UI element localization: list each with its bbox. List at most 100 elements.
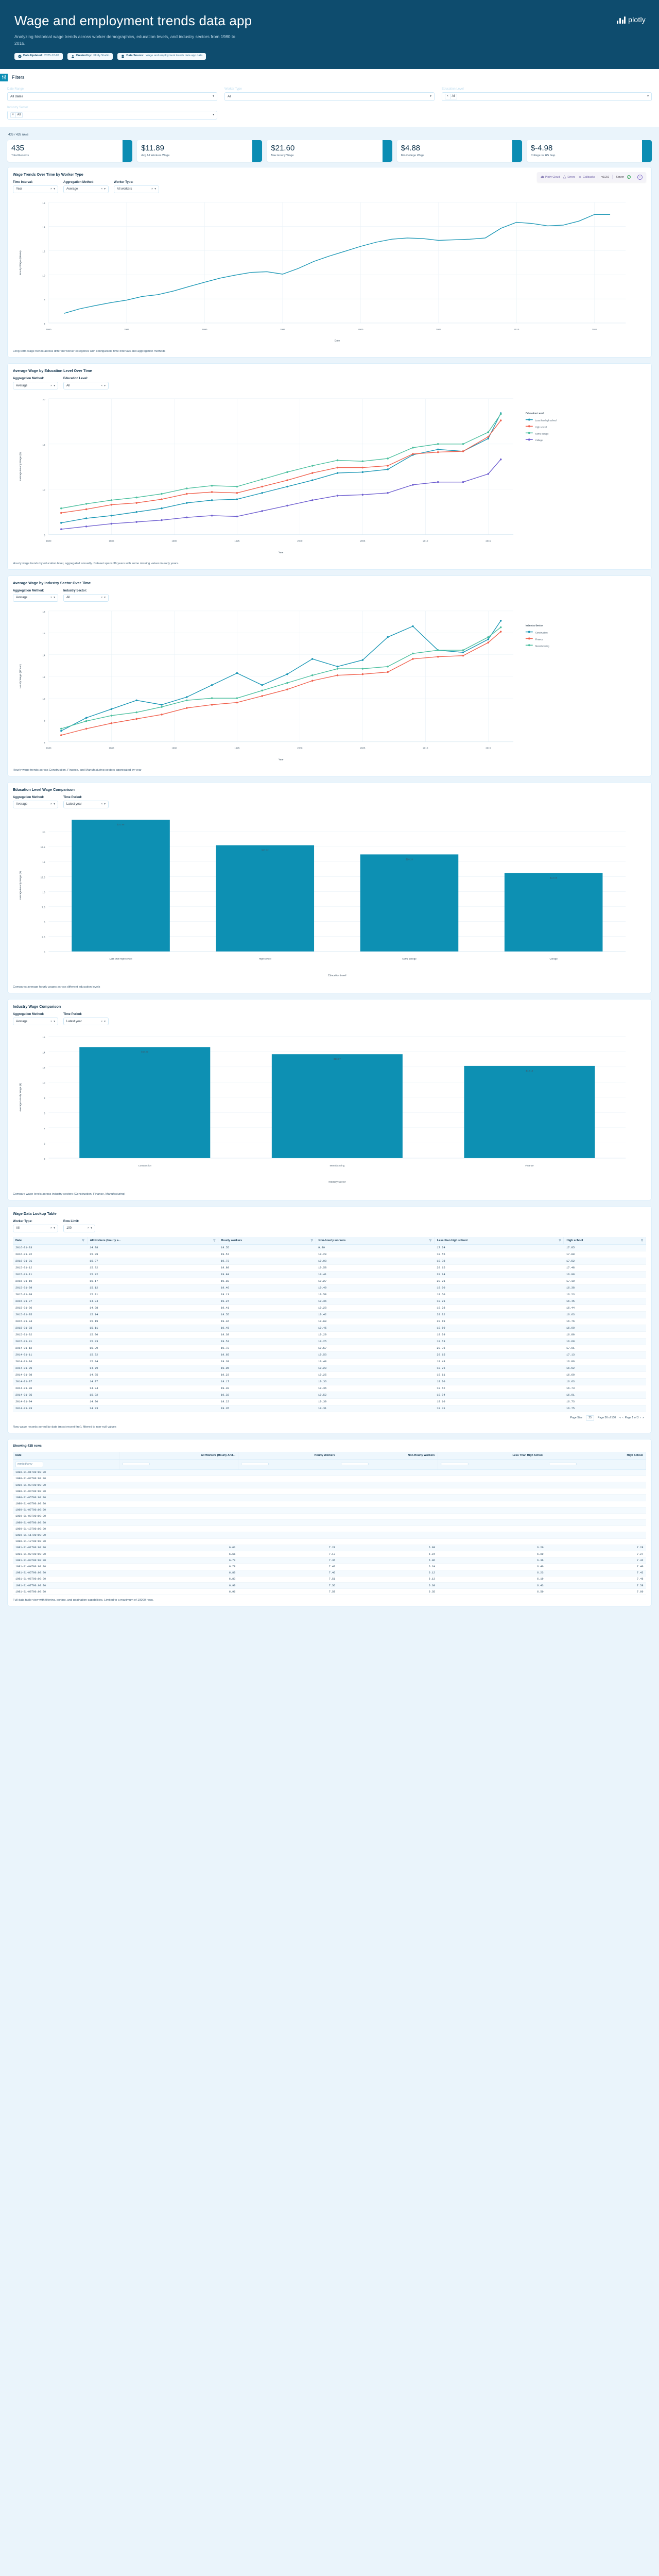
- column-filter-input[interactable]: [549, 1462, 577, 1465]
- full-col-header[interactable]: All Workers (Hourly And...: [119, 1451, 238, 1460]
- lookup-worker-type-select[interactable]: All × ▾: [13, 1224, 58, 1232]
- next-page-button[interactable]: ›: [640, 1416, 641, 1420]
- lookup-col-header[interactable]: Less than high school ▽: [434, 1236, 564, 1245]
- full-col-header[interactable]: Non-Hourly Workers: [338, 1451, 438, 1460]
- filter-icon[interactable]: ▽: [310, 1239, 313, 1242]
- lookup-col-header[interactable]: All workers (hourly a... ▽: [87, 1236, 219, 1245]
- table-row[interactable]: 2014-01-05 15.02 19.33 10.52 19.84 16.91: [13, 1392, 646, 1399]
- page-nav[interactable]: « ‹ Page 1 of 3 › »: [619, 1416, 644, 1419]
- clear-and-caret[interactable]: × ▾: [101, 1020, 106, 1023]
- industry-wage-bar-chart[interactable]: 0 2 4 6 8 10 12 14 16 $14.61 Construction $13.67 Man…: [13, 1025, 646, 1189]
- column-filter-input[interactable]: mm/dd/yyyy: [15, 1461, 43, 1467]
- selected-chip[interactable]: × All: [445, 93, 458, 99]
- remove-chip-icon[interactable]: ×: [11, 112, 16, 117]
- callbacks-button[interactable]: Callbacks: [578, 175, 595, 179]
- table-row[interactable]: 1980-01-10T00:00:00: [13, 1526, 646, 1533]
- table-row[interactable]: 2014-01-04 14.90 19.22 10.39 19.10 16.73: [13, 1398, 646, 1405]
- aggregation-method-select[interactable]: Average × ▾: [63, 185, 109, 193]
- table-row[interactable]: 1980-01-12T00:00:00: [13, 1538, 646, 1545]
- time-interval-select[interactable]: Year × ▾: [13, 185, 58, 193]
- table-row[interactable]: 1980-01-04T00:00:00: [13, 1488, 646, 1495]
- table-row[interactable]: 2015-01-11 15.22 19.84 10.41 20.14 16.99: [13, 1271, 646, 1278]
- table-row[interactable]: 1981-01-06T00:00:00 6.83 7.51 6.13 6.19 7.46: [13, 1576, 646, 1583]
- table-row[interactable]: 2014-01-10 15.04 19.38 10.40 19.43 16.86: [13, 1358, 646, 1365]
- table-row[interactable]: 2015-01-08 15.01 19.13 10.58 19.60 16.23: [13, 1291, 646, 1298]
- table-row[interactable]: 1981-01-08T00:00:00 6.96 7.59 6.35 6.50 7.60: [13, 1588, 646, 1596]
- clear-and-caret[interactable]: × ▾: [88, 1227, 92, 1230]
- table-row[interactable]: 2016-01-01 15.07 19.73 10.08 19.38 17.52: [13, 1258, 646, 1265]
- table-row[interactable]: 1980-01-06T00:00:00: [13, 1501, 646, 1507]
- aggregation-method-select[interactable]: Average × ▾: [13, 594, 58, 602]
- worker-type-select[interactable]: All ▾: [224, 92, 435, 101]
- table-row[interactable]: 1980-01-08T00:00:00: [13, 1513, 646, 1520]
- table-row[interactable]: 1980-01-11T00:00:00: [13, 1532, 646, 1539]
- column-filter-cell[interactable]: [438, 1459, 547, 1470]
- full-col-header[interactable]: High School: [546, 1451, 646, 1460]
- filter-icon[interactable]: ▽: [641, 1239, 643, 1242]
- clear-and-caret[interactable]: × ▾: [101, 188, 106, 191]
- table-row[interactable]: 1980-01-07T00:00:00: [13, 1507, 646, 1514]
- table-row[interactable]: 1981-01-03T00:00:00 6.70 7.36 6.06 6.36 7.42: [13, 1557, 646, 1564]
- table-row[interactable]: 2014-01-11 15.22 19.65 10.53 20.15 17.13: [13, 1351, 646, 1359]
- education-wage-bar-chart[interactable]: 0 2.5 5 7.5 10 12.5 15 17.5 20 $21.98 Less than hi…: [13, 808, 646, 982]
- remove-chip-icon[interactable]: ×: [445, 94, 450, 99]
- table-row[interactable]: 2015-01-01 15.03 19.51 10.25 19.63 16.69: [13, 1338, 646, 1345]
- wage-trends-line-chart[interactable]: 6 8 10 12 14 16 1980 1985 1990 1995 2000 2005 2010 20…: [13, 193, 646, 347]
- clear-and-caret[interactable]: × ▾: [151, 188, 156, 191]
- clear-and-caret[interactable]: × ▾: [101, 596, 106, 600]
- lookup-col-header[interactable]: Non-hourly workers ▽: [316, 1236, 435, 1245]
- clear-and-caret[interactable]: × ▾: [101, 803, 106, 806]
- filter-icon[interactable]: ▽: [82, 1239, 84, 1242]
- aggregation-method-select[interactable]: Average × ▾: [13, 382, 58, 390]
- table-row[interactable]: 2015-01-05 15.14 19.55 10.42 20.02 16.63: [13, 1311, 646, 1318]
- table-row[interactable]: 2015-01-07 14.94 19.24 10.36 19.21 16.45: [13, 1298, 646, 1305]
- lookup-col-header[interactable]: High school ▽: [563, 1236, 646, 1245]
- date-range-select[interactable]: All dates ▾: [7, 92, 217, 101]
- column-filter-cell[interactable]: [546, 1459, 646, 1470]
- table-row[interactable]: 2016-01-02 15.09 19.57 10.20 18.55 17.80: [13, 1251, 646, 1258]
- aggregation-method-select[interactable]: Average × ▾: [13, 800, 58, 808]
- table-row[interactable]: 1981-01-05T00:00:00 6.80 7.46 6.12 6.23 7.42: [13, 1570, 646, 1577]
- column-filter-cell[interactable]: [238, 1459, 338, 1470]
- column-filter-input[interactable]: [240, 1462, 269, 1465]
- education-level-chart-select[interactable]: All × ▾: [63, 382, 109, 390]
- row-limit-select[interactable]: 100 × ▾: [63, 1224, 95, 1232]
- table-row[interactable]: 2014-01-03 14.93 19.35 10.31 19.41 16.75: [13, 1405, 646, 1412]
- column-filter-input[interactable]: [440, 1462, 469, 1465]
- column-filter-cell[interactable]: [119, 1459, 238, 1470]
- collapse-devtools-button[interactable]: »: [637, 174, 643, 180]
- selected-chip[interactable]: × All: [10, 112, 23, 118]
- table-row[interactable]: 1980-01-03T00:00:00: [13, 1482, 646, 1489]
- clear-and-caret[interactable]: × ▾: [50, 1020, 55, 1023]
- clear-and-caret[interactable]: × ▾: [50, 384, 55, 387]
- table-row[interactable]: 1981-01-07T00:00:00 6.90 7.56 6.30 6.43 7.58: [13, 1582, 646, 1589]
- column-filter-cell[interactable]: [338, 1459, 438, 1470]
- table-row[interactable]: 1980-01-09T00:00:00: [13, 1519, 646, 1527]
- industry-sector-select[interactable]: × All ▾: [7, 110, 217, 120]
- first-page-button[interactable]: «: [619, 1416, 621, 1420]
- filter-icon[interactable]: ▽: [559, 1239, 561, 1242]
- clear-and-caret[interactable]: × ▾: [50, 1227, 55, 1230]
- table-row[interactable]: 1980-01-02T00:00:00: [13, 1476, 646, 1482]
- clear-and-caret[interactable]: × ▾: [50, 803, 55, 806]
- filter-icon[interactable]: ▽: [429, 1239, 431, 1242]
- plotly-cloud-button[interactable]: Plotly Cloud: [541, 175, 560, 179]
- table-row[interactable]: 2014-01-07 14.87 19.17 10.36 19.20 16.63: [13, 1378, 646, 1385]
- dev-toolbar[interactable]: Plotly Cloud Errors Callbacks v3.3.0 Ser…: [536, 172, 646, 182]
- education-level-line-chart[interactable]: 5 10 15 20 1980 1985 1990 1995 2000 2005 2010 2015 Y…: [13, 389, 646, 558]
- industry-sector-line-chart[interactable]: 6 8 10 12 14 16 18 1980 1985 1990 1995 2000 2005 2010…: [13, 602, 646, 765]
- full-col-header[interactable]: Hourly Workers: [238, 1451, 338, 1460]
- full-table-filter-row[interactable]: mm/dd/yyyy: [13, 1459, 646, 1470]
- full-col-header[interactable]: Less Than High School: [438, 1451, 547, 1460]
- worker-type-chart-select[interactable]: All workers × ▾: [114, 185, 159, 193]
- page-size-input[interactable]: 25: [586, 1415, 594, 1421]
- table-row[interactable]: 2015-01-06 14.98 19.41 10.28 19.28 16.44: [13, 1304, 646, 1312]
- lookup-col-header[interactable]: Hourly workers ▽: [218, 1236, 316, 1245]
- industry-sector-chart-select[interactable]: All × ▾: [63, 594, 109, 602]
- table-row[interactable]: 2015-01-04 15.19 19.46 10.60 20.19 16.76: [13, 1318, 646, 1325]
- time-period-select[interactable]: Latest year × ▾: [63, 1018, 109, 1026]
- filter-icon[interactable]: ▽: [213, 1239, 216, 1242]
- clear-and-caret[interactable]: × ▾: [101, 384, 106, 387]
- aggregation-method-select[interactable]: Average × ▾: [13, 1018, 58, 1026]
- table-row[interactable]: 2014-01-09 14.79 19.05 10.29 18.76 16.52: [13, 1365, 646, 1372]
